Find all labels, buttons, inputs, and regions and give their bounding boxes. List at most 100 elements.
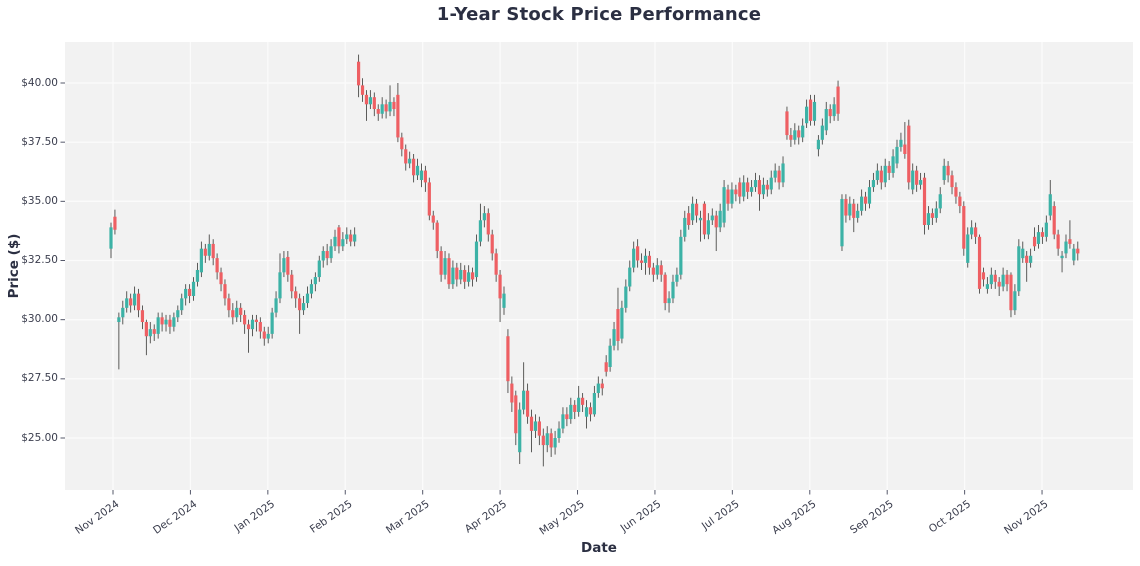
candle [612,322,616,351]
candle [360,78,365,102]
tick-marks [60,82,1043,495]
candle [372,92,376,117]
candle [470,267,475,287]
candle [321,246,325,268]
candle [1040,227,1045,244]
candle [820,118,824,145]
candle [958,191,962,214]
candle [577,385,581,417]
candle [557,421,561,443]
candle [152,324,156,341]
candle [828,104,832,124]
candle [325,243,329,266]
candle [305,286,310,308]
candle [616,287,620,351]
candle [883,158,887,188]
candle [915,165,919,192]
candle [600,378,604,396]
candle [608,338,612,372]
candle [871,172,876,192]
x-tick-label: Apr 2025 [462,498,509,536]
candle [199,241,203,278]
x-tick-label: May 2025 [537,498,587,538]
candle [510,376,514,412]
candle [415,158,420,181]
candle [773,163,777,183]
candle [506,329,510,394]
candle [687,206,691,230]
candle [215,253,219,280]
candle [514,390,518,446]
candle [396,83,400,143]
candle [439,246,443,282]
candle [254,314,259,332]
candle [1017,239,1021,297]
candle [553,430,557,455]
candle [274,291,278,318]
candle [451,260,455,289]
candle [604,355,608,377]
candle [533,414,538,439]
candle [388,85,392,117]
candle [482,206,486,228]
candle [659,260,663,282]
candle [726,184,730,211]
candle [270,307,274,339]
candle [1072,243,1076,266]
candle [592,385,596,417]
candle [239,303,243,323]
candle [467,265,471,287]
candle [639,253,644,270]
candle [478,203,483,247]
candle [974,222,978,244]
candle [746,177,750,199]
candle [246,319,251,353]
candle [545,426,549,453]
candle [109,222,113,259]
candle [765,180,769,197]
candle [907,119,911,190]
candle [805,99,809,128]
candle [655,258,659,280]
candle [801,118,805,143]
candle [368,90,372,110]
candle [191,277,196,301]
candle [1013,284,1017,315]
candle [219,267,223,292]
candle [148,322,152,344]
candle [887,161,891,181]
candle [329,239,333,263]
candle [985,277,989,294]
candle [164,314,168,332]
candle [431,210,435,230]
candle [474,234,479,282]
candle [899,132,903,152]
candle [753,172,758,192]
candle [1005,269,1009,292]
candle [856,203,860,223]
candle [207,234,211,261]
candle [808,94,813,126]
y-tick-label: $30.00 [21,313,58,326]
candle [364,90,369,121]
candle [1056,229,1060,256]
candle [144,319,148,356]
x-tick-label: Dec 2024 [151,498,200,537]
candle [710,208,714,226]
candle [761,177,765,199]
candle [860,189,864,216]
candle [718,203,722,233]
candle [1029,248,1033,268]
candle [1001,267,1005,292]
candle [223,279,227,306]
candle [309,279,314,299]
candle [294,286,298,308]
candle [345,227,349,244]
candle [588,402,593,422]
y-tick-label: $25.00 [21,431,58,444]
candle [569,397,573,424]
candle [632,241,636,273]
x-tick-label: Nov 2025 [1002,498,1051,537]
y-tick-label: $37.50 [21,135,58,148]
